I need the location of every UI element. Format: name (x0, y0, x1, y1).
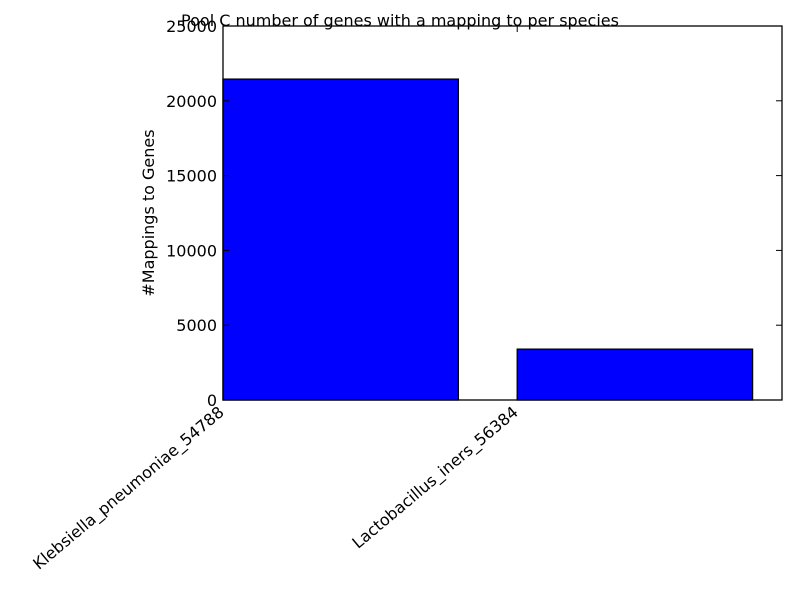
plot-frame (222, 25, 783, 401)
y-tick-label: 5000 (176, 316, 217, 335)
bars-layer (222, 78, 754, 401)
y-tick-label: 20000 (166, 92, 217, 111)
x-tick-label: Lactobacillus_iners_56384 (348, 403, 522, 554)
x-tick-label: Klebsiella_pneumoniae_54788 (29, 403, 228, 575)
y-tick-label: 25000 (166, 17, 217, 36)
chart-title: Pool C number of genes with a mapping to… (181, 11, 619, 30)
bar (516, 348, 754, 401)
y-axis-label: #Mappings to Genes (139, 129, 158, 296)
bar (222, 78, 460, 401)
y-tick-label: 10000 (166, 241, 217, 260)
y-tick-label: 0 (207, 391, 217, 410)
y-tick-label: 15000 (166, 167, 217, 186)
